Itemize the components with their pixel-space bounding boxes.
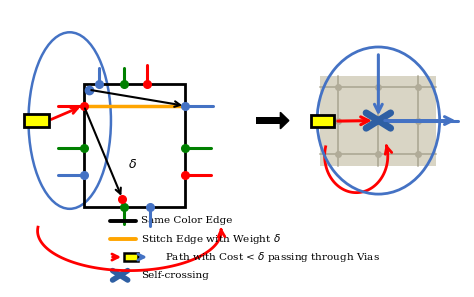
Polygon shape	[280, 112, 289, 129]
Text: Same Color Edge: Same Color Edge	[141, 216, 233, 225]
Text: Path with Cost < $\delta$ passing through Vias: Path with Cost < $\delta$ passing throug…	[165, 250, 380, 264]
FancyBboxPatch shape	[124, 253, 138, 261]
Bar	[320, 75, 437, 165]
Text: $\delta$: $\delta$	[128, 158, 137, 170]
Bar	[256, 117, 282, 124]
Bar	[84, 84, 185, 207]
FancyBboxPatch shape	[311, 115, 334, 127]
FancyBboxPatch shape	[24, 114, 48, 127]
Text: Self-crossing: Self-crossing	[141, 271, 209, 280]
Text: Stitch Edge with Weight $\delta$: Stitch Edge with Weight $\delta$	[141, 232, 281, 246]
